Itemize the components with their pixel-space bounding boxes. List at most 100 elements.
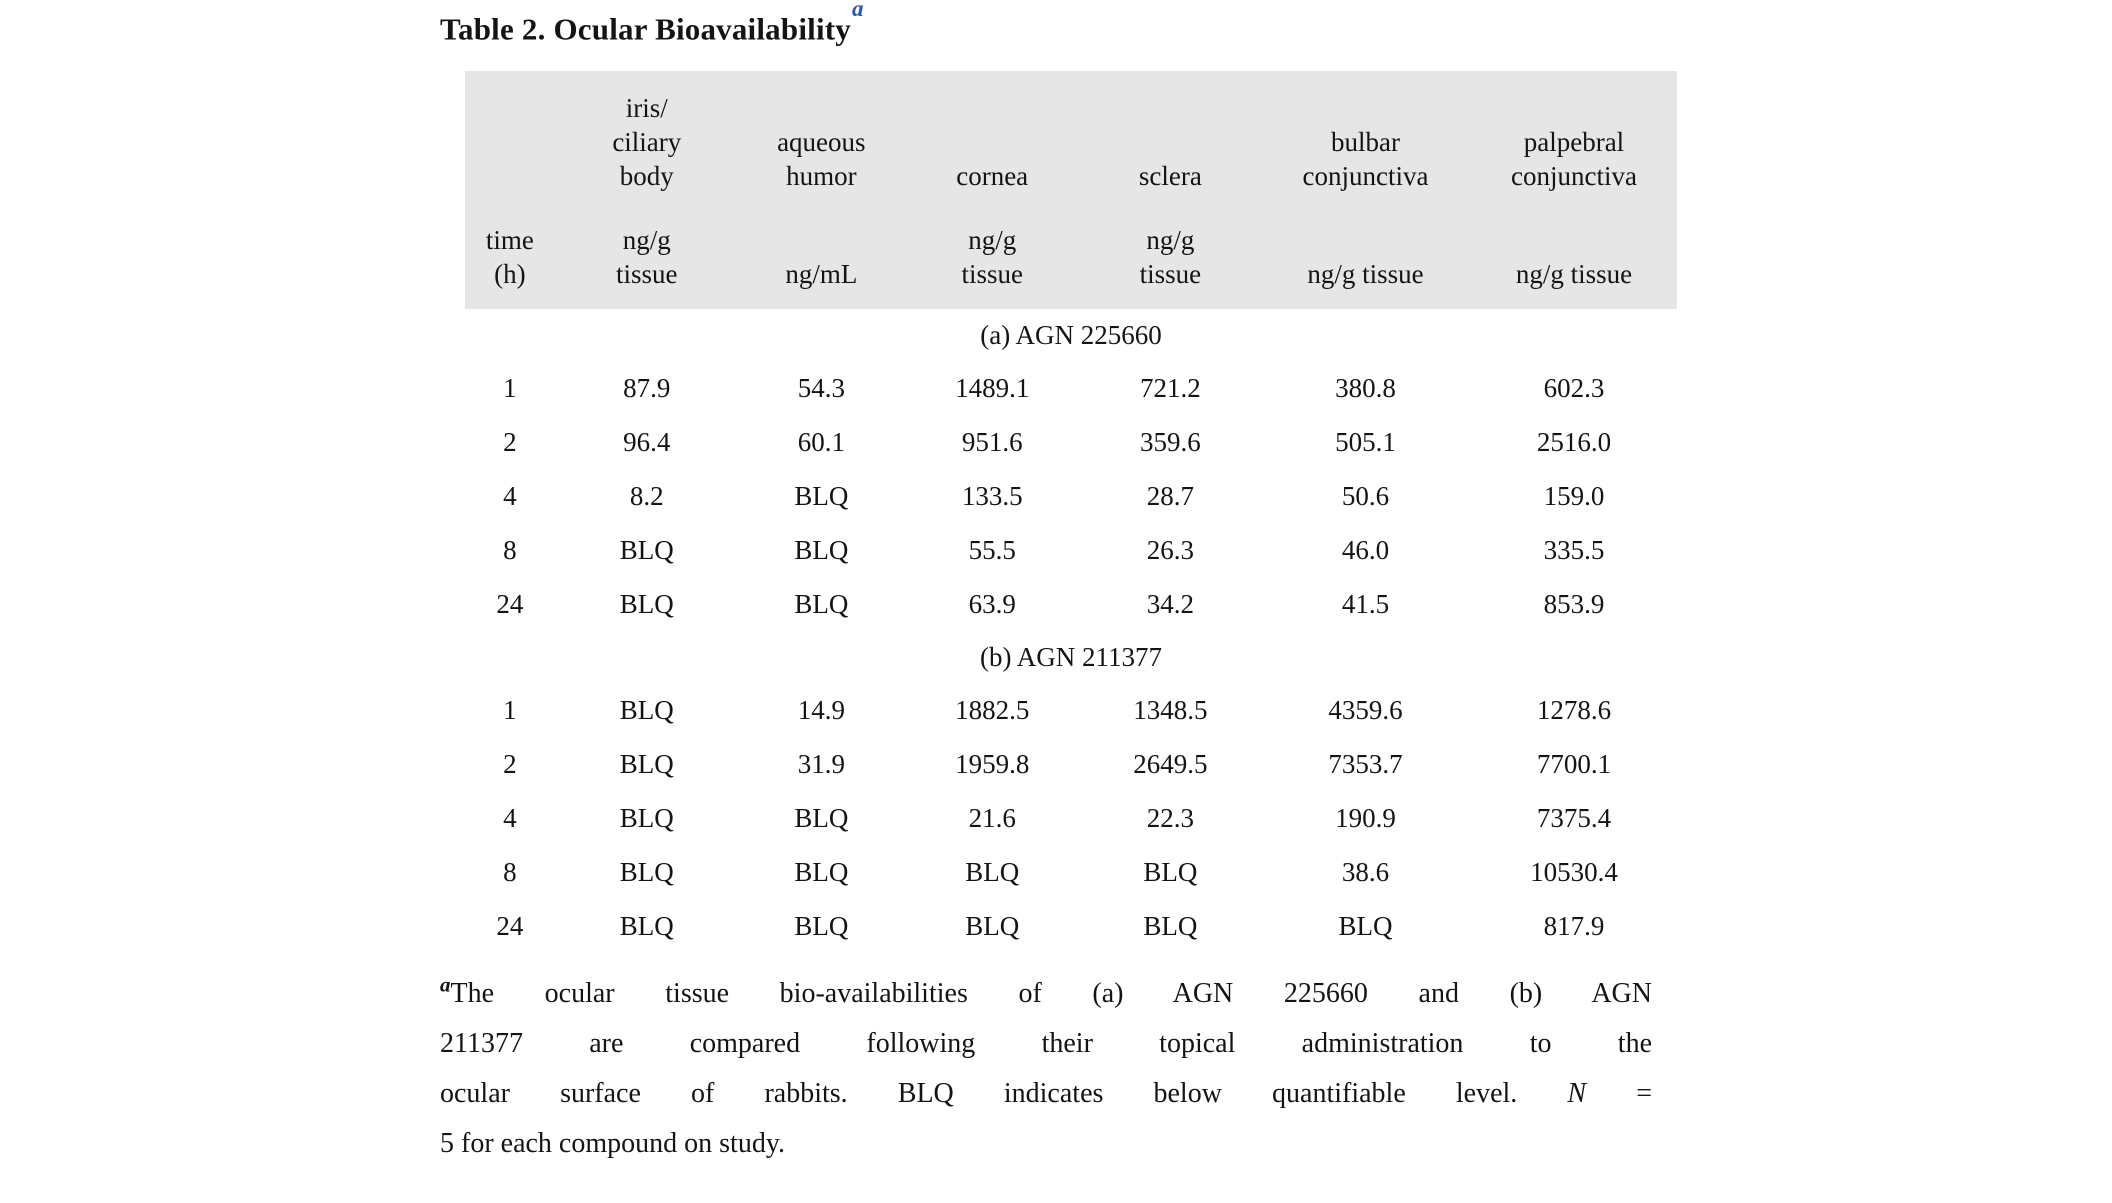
value-cell: BLQ — [1143, 910, 1198, 941]
table-row: 2 BLQ 31.9 1959.8 2649.5 7353.7 7700.1 — [465, 737, 1677, 791]
footnote-line-3-end: = — [1586, 1078, 1652, 1110]
footnote-line-4: 5 for each compound on study. — [440, 1128, 785, 1160]
value-cell: 34.2 — [1146, 588, 1194, 619]
value-cell: 14.9 — [797, 694, 845, 725]
header-bulbar-conjunctiva: bulbar conjunctiva — [1260, 71, 1471, 194]
footnote-line-1-text: The ocular tissue bio-availabilities of … — [450, 978, 1653, 1010]
header-sclera: sclera — [1080, 71, 1261, 194]
value-cell: 1882.5 — [955, 694, 1030, 725]
time-cell: 4 — [503, 802, 517, 833]
value-cell: 4359.6 — [1328, 694, 1403, 725]
value-cell: 853.9 — [1543, 588, 1605, 619]
table-row: 1 87.9 54.3 1489.1 721.2 380.8 602.3 — [465, 361, 1677, 415]
section-label: (a) AGN 225660 — [980, 319, 1162, 350]
value-cell: BLQ — [794, 588, 849, 619]
time-cell: 8 — [503, 856, 517, 887]
value-cell: BLQ — [619, 694, 674, 725]
header-palpebral-conjunctiva: palpebral conjunctiva — [1470, 71, 1677, 194]
value-cell: 50.6 — [1341, 480, 1390, 511]
value-cell: 602.3 — [1543, 372, 1605, 403]
value-cell: 7375.4 — [1536, 802, 1612, 833]
footnote-line-3-text: ocular surface of rabbits. BLQ indicates… — [440, 1078, 1568, 1110]
value-cell: 7700.1 — [1536, 748, 1612, 779]
value-cell: 190.9 — [1335, 802, 1396, 833]
time-cell: 8 — [503, 534, 517, 565]
header-cornea: cornea — [903, 71, 1081, 194]
footnote-n-symbol: N — [1567, 1078, 1587, 1110]
value-cell: 1489.1 — [955, 372, 1030, 403]
table-title-text: Table 2. Ocular Bioavailability — [440, 11, 851, 47]
value-cell: 38.6 — [1341, 856, 1390, 887]
time-cell: 24 — [496, 910, 524, 941]
value-cell: 8.2 — [629, 480, 664, 511]
value-cell: 159.0 — [1543, 480, 1605, 511]
footnote: aThe ocular tissue bio-availabilities of… — [440, 969, 1652, 1169]
section-header-row: (a) AGN 225660 — [465, 309, 1677, 361]
value-cell: 2649.5 — [1133, 748, 1208, 779]
table-row: 24 BLQ BLQ BLQ BLQ BLQ 817.9 — [465, 899, 1677, 953]
value-cell: BLQ — [1338, 910, 1393, 941]
table-row: 24 BLQ BLQ 63.9 34.2 41.5 853.9 — [465, 577, 1677, 631]
value-cell: BLQ — [794, 802, 849, 833]
value-cell: 31.9 — [797, 748, 845, 779]
header-aqueous-humor: aqueous humor — [738, 71, 904, 194]
value-cell: BLQ — [619, 802, 674, 833]
value-cell: 21.6 — [968, 802, 1016, 833]
value-cell: 721.2 — [1139, 372, 1201, 403]
table-header: iris/ ciliary body aqueous humor cornea … — [465, 71, 1677, 310]
value-cell: 55.5 — [968, 534, 1016, 565]
time-cell: 24 — [496, 588, 524, 619]
time-cell: 4 — [503, 480, 517, 511]
organ-header-row: iris/ ciliary body aqueous humor cornea … — [465, 71, 1677, 194]
value-cell: 380.8 — [1335, 372, 1396, 403]
value-cell: 2516.0 — [1536, 426, 1612, 457]
section-label: (b) AGN 211377 — [980, 641, 1162, 672]
value-cell: 359.6 — [1139, 426, 1201, 457]
time-cell: 1 — [503, 372, 517, 403]
value-cell: 54.3 — [797, 372, 845, 403]
unit-time-h: time (h) — [465, 193, 555, 310]
ocular-bioavailability-table: iris/ ciliary body aqueous humor cornea … — [465, 71, 1677, 953]
value-cell: BLQ — [619, 910, 674, 941]
value-cell: 335.5 — [1543, 534, 1605, 565]
value-cell: BLQ — [619, 748, 674, 779]
unit-palpebral-conjunctiva: ng/g tissue — [1470, 193, 1677, 310]
table-figure: Table 2. Ocular Bioavailabilitya iris/ c… — [440, 0, 1678, 1169]
unit-cornea: ng/g tissue — [903, 193, 1081, 310]
footnote-line-3: ocular surface of rabbits. BLQ indicates… — [440, 1069, 1652, 1119]
value-cell: BLQ — [619, 534, 674, 565]
value-cell: 133.5 — [961, 480, 1023, 511]
time-cell: 2 — [503, 748, 517, 779]
unit-bulbar-conjunctiva: ng/g tissue — [1260, 193, 1471, 310]
value-cell: BLQ — [794, 534, 849, 565]
value-cell: BLQ — [1143, 856, 1198, 887]
header-iris-ciliary-body: iris/ ciliary body — [554, 71, 739, 194]
table-title: Table 2. Ocular Bioavailabilitya — [440, 0, 1678, 47]
value-cell: 951.6 — [961, 426, 1023, 457]
header-time-spacer — [465, 71, 555, 194]
value-cell: 505.1 — [1335, 426, 1396, 457]
value-cell: 41.5 — [1341, 588, 1390, 619]
table-row: 2 96.4 60.1 951.6 359.6 505.1 2516.0 — [465, 415, 1677, 469]
value-cell: 96.4 — [623, 426, 671, 457]
value-cell: 7353.7 — [1328, 748, 1403, 779]
table-row: 4 8.2 BLQ 133.5 28.7 50.6 159.0 — [465, 469, 1677, 523]
footnote-line-1: aThe ocular tissue bio-availabilities of… — [440, 969, 1652, 1019]
value-cell: 60.1 — [797, 426, 845, 457]
value-cell: 22.3 — [1146, 802, 1194, 833]
value-cell: BLQ — [965, 910, 1020, 941]
value-cell: BLQ — [619, 588, 674, 619]
table-row: 8 BLQ BLQ 55.5 26.3 46.0 335.5 — [465, 523, 1677, 577]
value-cell: 1278.6 — [1536, 694, 1612, 725]
unit-header-row: time (h) ng/g tissue ng/mL ng/g tissue n… — [465, 193, 1677, 310]
time-cell: 1 — [503, 694, 517, 725]
value-cell: BLQ — [619, 856, 674, 887]
value-cell: 46.0 — [1341, 534, 1390, 565]
footnote-line-2: 211377 are compared following their topi… — [440, 1028, 1652, 1060]
value-cell: 1959.8 — [955, 748, 1030, 779]
table-body: (a) AGN 225660 1 87.9 54.3 1489.1 721.2 380.8 6… — [465, 309, 1677, 953]
value-cell: 817.9 — [1543, 910, 1605, 941]
value-cell: BLQ — [794, 480, 849, 511]
unit-iris-ciliary-body: ng/g tissue — [554, 193, 739, 310]
